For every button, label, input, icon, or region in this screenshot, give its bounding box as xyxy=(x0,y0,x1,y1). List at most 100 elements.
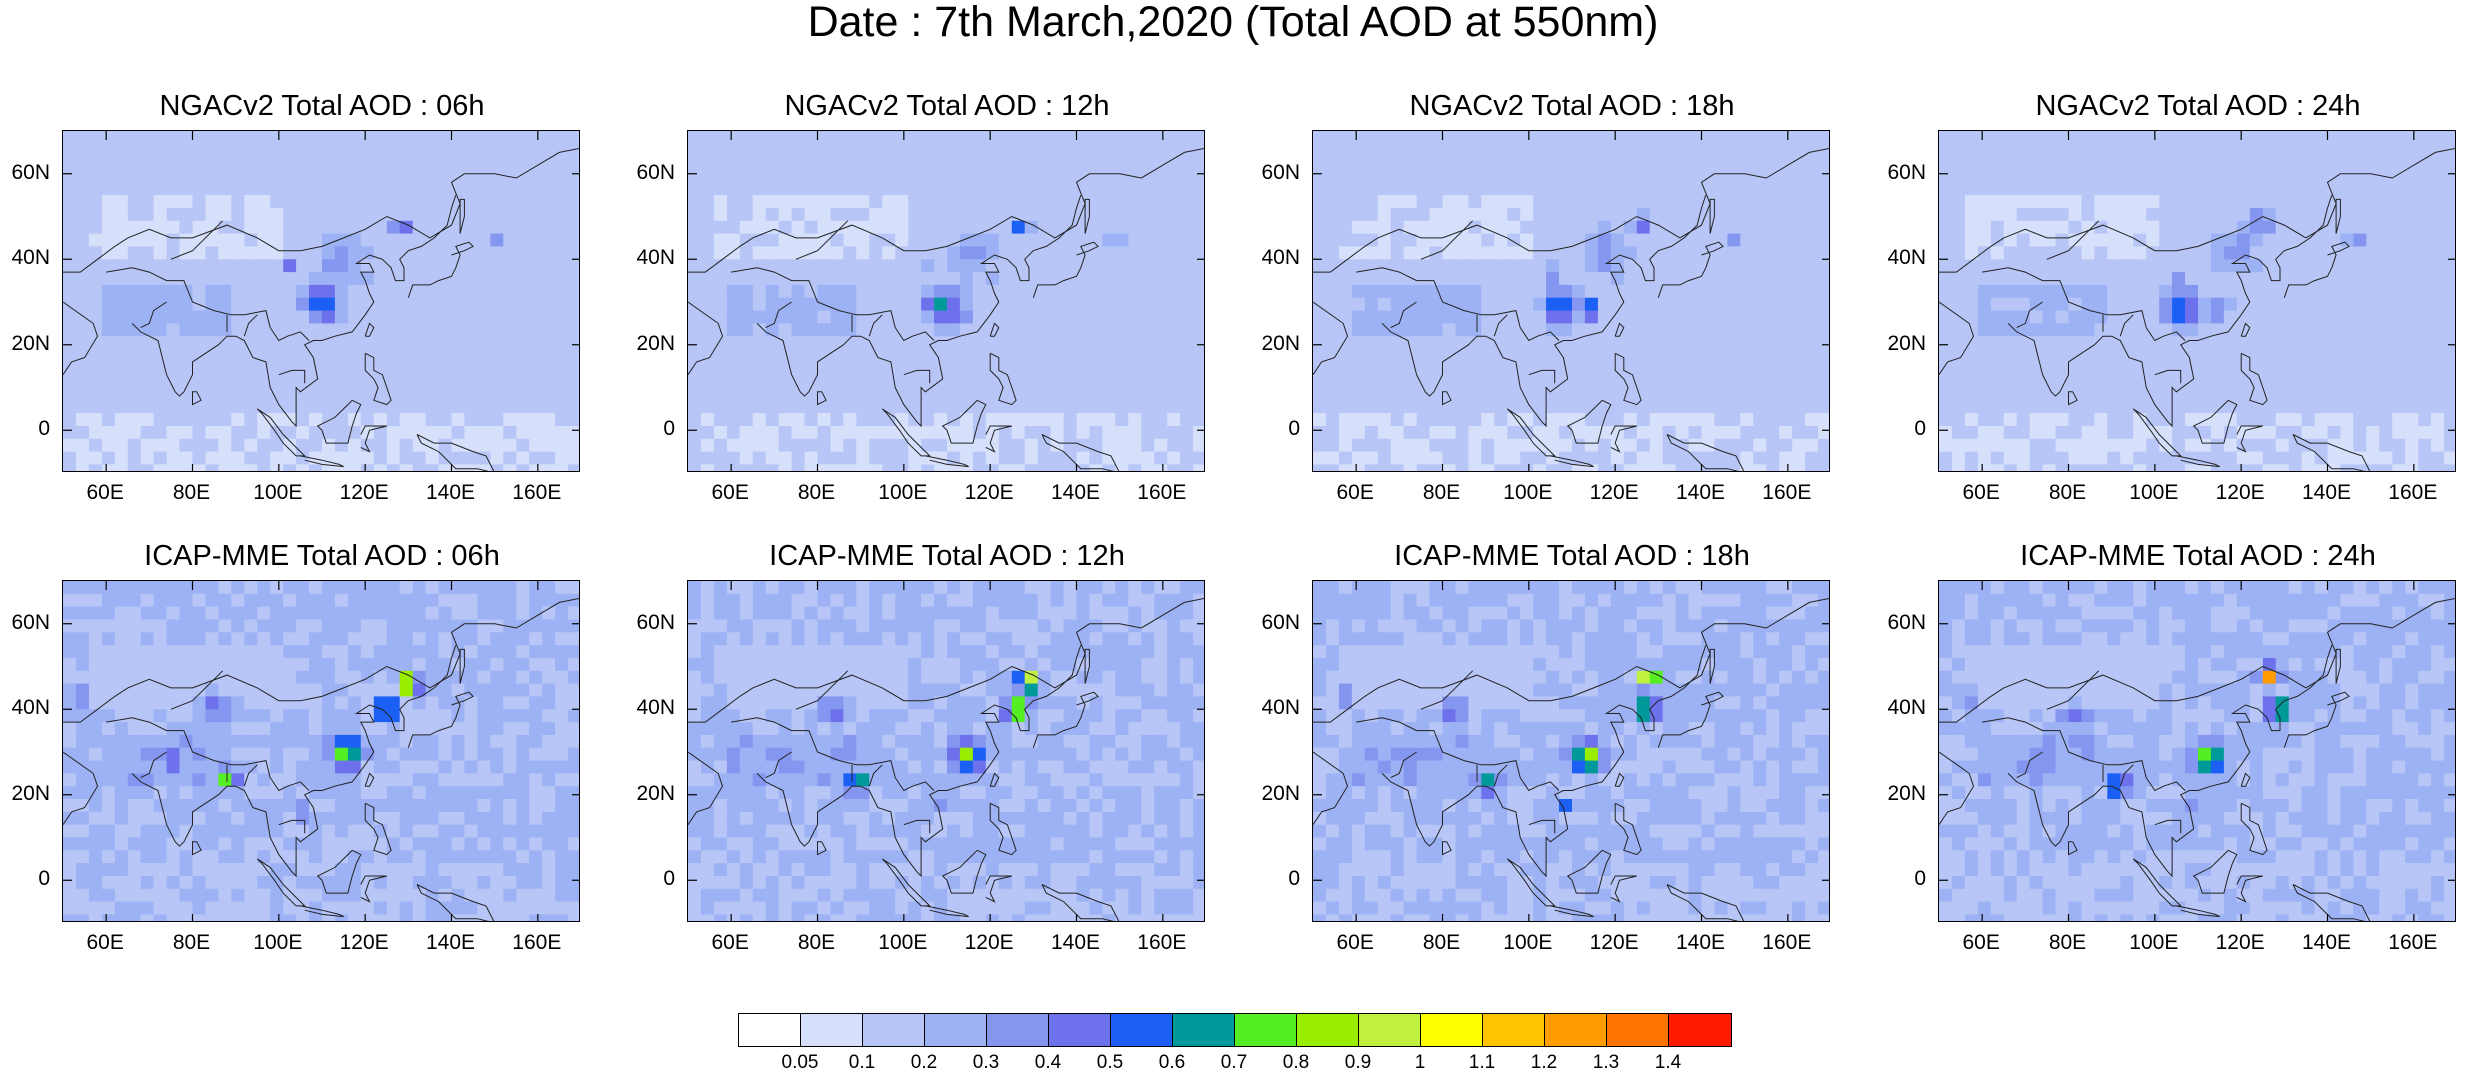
lon-tick-label: 100E xyxy=(1488,482,1568,504)
aod-field xyxy=(1313,131,1830,472)
colorbar-label: 1.2 xyxy=(1514,1053,1574,1073)
colorbar-box xyxy=(1421,1014,1483,1046)
colorbar-label: 0.4 xyxy=(1018,1053,1078,1073)
lon-tick-label: 80E xyxy=(2028,932,2108,954)
panel-title: NGACv2 Total AOD : 18h xyxy=(1252,90,1892,122)
panel-title: ICAP-MME Total AOD : 24h xyxy=(1878,540,2466,572)
lat-tick-label: 60N xyxy=(595,612,675,634)
colorbar-label: 1.4 xyxy=(1638,1053,1698,1073)
lon-tick-label: 140E xyxy=(1661,932,1741,954)
lon-tick-label: 80E xyxy=(777,482,857,504)
lat-tick-label: 0 xyxy=(0,868,50,890)
lat-tick-label: 60N xyxy=(595,162,675,184)
colorbar-label: 0.05 xyxy=(770,1053,830,1073)
colorbar-box xyxy=(1111,1014,1173,1046)
lat-tick-label: 60N xyxy=(0,612,50,634)
lat-tick-label: 40N xyxy=(1220,697,1300,719)
lat-tick-label: 20N xyxy=(0,783,50,805)
colorbar-label: 0.7 xyxy=(1204,1053,1264,1073)
lat-tick-label: 20N xyxy=(595,783,675,805)
lon-tick-label: 160E xyxy=(1122,932,1202,954)
colorbar-box xyxy=(1297,1014,1359,1046)
lat-tick-label: 20N xyxy=(1846,333,1926,355)
lat-tick-label: 0 xyxy=(595,418,675,440)
lon-tick-label: 120E xyxy=(949,482,1029,504)
lat-tick-label: 40N xyxy=(1220,247,1300,269)
lon-tick-label: 140E xyxy=(411,482,491,504)
colorbar-label: 0.6 xyxy=(1142,1053,1202,1073)
main-title: Date : 7th March,2020 (Total AOD at 550n… xyxy=(0,0,2466,44)
lat-tick-label: 40N xyxy=(1846,247,1926,269)
aod-map xyxy=(687,130,1205,472)
colorbar-label: 0.9 xyxy=(1328,1053,1388,1073)
lon-tick-label: 100E xyxy=(238,932,318,954)
colorbar-boxes xyxy=(738,1013,1732,1047)
lon-tick-label: 140E xyxy=(2287,482,2367,504)
lat-tick-label: 0 xyxy=(1846,418,1926,440)
lon-tick-label: 120E xyxy=(2200,932,2280,954)
panel-title: NGACv2 Total AOD : 24h xyxy=(1878,90,2466,122)
colorbar-label: 0.8 xyxy=(1266,1053,1326,1073)
lon-tick-label: 100E xyxy=(863,932,943,954)
lon-tick-label: 80E xyxy=(1402,482,1482,504)
aod-map xyxy=(1312,580,1830,922)
lat-tick-label: 20N xyxy=(0,333,50,355)
lat-tick-label: 60N xyxy=(1846,612,1926,634)
aod-grid-cells xyxy=(688,131,1205,472)
lat-tick-label: 60N xyxy=(1220,612,1300,634)
colorbar-label: 1.1 xyxy=(1452,1053,1512,1073)
lon-tick-label: 160E xyxy=(497,932,577,954)
colorbar-label: 0.3 xyxy=(956,1053,1016,1073)
panel-title: NGACv2 Total AOD : 12h xyxy=(627,90,1267,122)
lon-tick-label: 80E xyxy=(152,932,232,954)
lat-tick-label: 60N xyxy=(0,162,50,184)
lat-tick-label: 60N xyxy=(1846,162,1926,184)
lon-tick-label: 60E xyxy=(65,482,145,504)
colorbar-box xyxy=(1173,1014,1235,1046)
lon-tick-label: 160E xyxy=(497,482,577,504)
lat-tick-label: 0 xyxy=(1220,868,1300,890)
lon-tick-label: 60E xyxy=(1941,932,2021,954)
lat-tick-label: 40N xyxy=(1846,697,1926,719)
aod-map xyxy=(1938,130,2456,472)
colorbar-box xyxy=(1235,1014,1297,1046)
colorbar-box xyxy=(1049,1014,1111,1046)
lon-tick-label: 60E xyxy=(1315,932,1395,954)
lon-tick-label: 60E xyxy=(1315,482,1395,504)
lon-tick-label: 80E xyxy=(2028,482,2108,504)
colorbar-box xyxy=(1483,1014,1545,1046)
colorbar-box xyxy=(863,1014,925,1046)
aod-grid-cells xyxy=(1939,131,2456,472)
lon-tick-label: 120E xyxy=(2200,482,2280,504)
lon-tick-label: 60E xyxy=(690,932,770,954)
aod-field xyxy=(688,581,1205,922)
lon-tick-label: 100E xyxy=(863,482,943,504)
colorbar-box xyxy=(801,1014,863,1046)
lon-tick-label: 120E xyxy=(324,482,404,504)
lon-tick-label: 160E xyxy=(1747,932,1827,954)
lat-tick-label: 20N xyxy=(1220,333,1300,355)
lon-tick-label: 140E xyxy=(1036,482,1116,504)
lat-tick-label: 0 xyxy=(1846,868,1926,890)
lon-tick-label: 140E xyxy=(1661,482,1741,504)
lon-tick-label: 80E xyxy=(1402,932,1482,954)
lon-tick-label: 160E xyxy=(2373,482,2453,504)
aod-grid-cells xyxy=(1313,131,1830,472)
colorbar-label: 0.1 xyxy=(832,1053,892,1073)
lon-tick-label: 100E xyxy=(1488,932,1568,954)
lon-tick-label: 120E xyxy=(324,932,404,954)
lat-tick-label: 20N xyxy=(1846,783,1926,805)
panel-title: ICAP-MME Total AOD : 18h xyxy=(1252,540,1892,572)
colorbar-label: 1.3 xyxy=(1576,1053,1636,1073)
aod-map xyxy=(62,130,580,472)
lat-tick-label: 0 xyxy=(1220,418,1300,440)
lat-tick-label: 60N xyxy=(1220,162,1300,184)
lon-tick-label: 100E xyxy=(2114,932,2194,954)
colorbar-box xyxy=(739,1014,801,1046)
lon-tick-label: 140E xyxy=(2287,932,2367,954)
